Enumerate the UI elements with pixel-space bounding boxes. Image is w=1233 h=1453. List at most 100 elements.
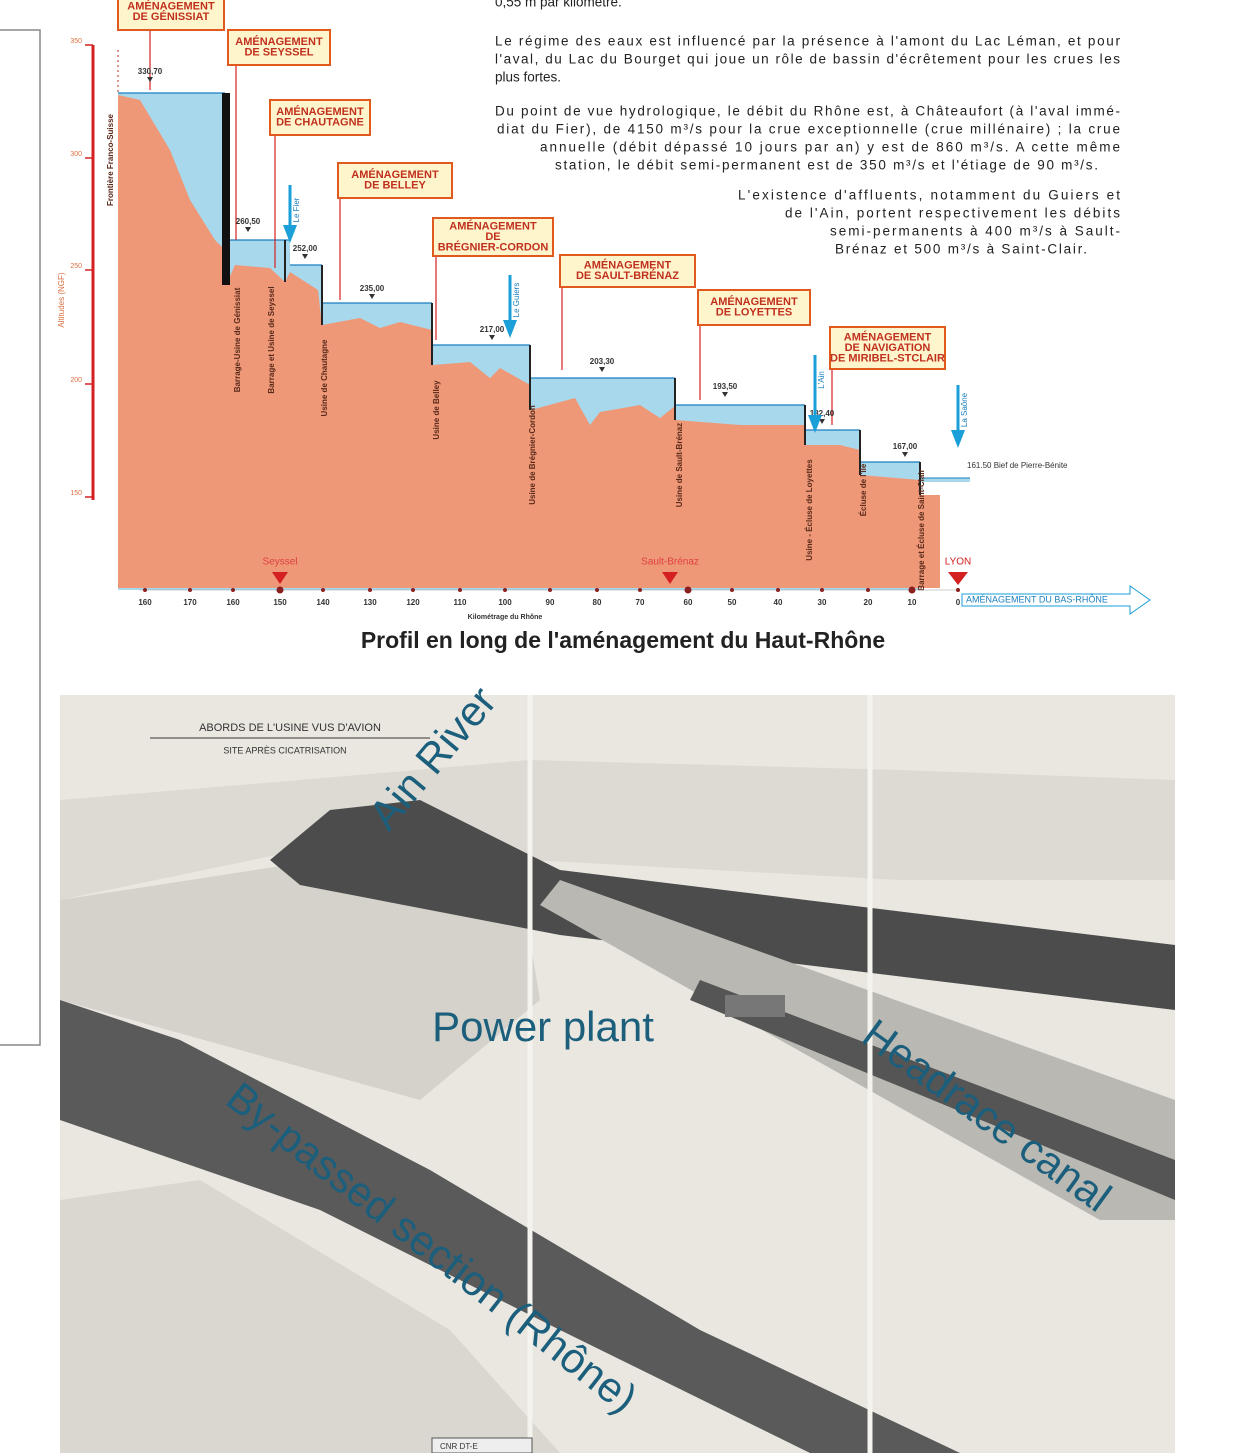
- canal-water: [690, 980, 1175, 1200]
- place-label: LYON: [945, 557, 972, 568]
- elevation-marker: [245, 227, 251, 232]
- box-text: DE CHAUTAGNE: [276, 117, 364, 129]
- box-text: AMÉNAGEMENT: [127, 0, 215, 13]
- side-panel-frame: [0, 29, 41, 1046]
- ground: [118, 95, 940, 588]
- km-dot: [776, 588, 780, 592]
- profile-title: Profil en long de l'aménagement du Haut-…: [361, 627, 885, 653]
- bypassed-river: [60, 1000, 960, 1453]
- paragraph-line: diat du Fier), de 4150 m³/s pour la crue…: [497, 122, 1120, 137]
- elevation-label: 217,00: [480, 325, 505, 334]
- elevation-marker: [819, 419, 825, 424]
- dam-label: Écluse de l'Ile: [859, 463, 868, 516]
- elevation-marker: [302, 254, 308, 259]
- box-text: AMÉNAGEMENT: [710, 295, 798, 308]
- km-dot: [458, 588, 462, 592]
- y-tick-label: 150: [70, 490, 82, 497]
- paragraph-line: Le régime des eaux est influencé par la …: [495, 34, 1121, 49]
- km-label: 130: [363, 598, 377, 607]
- box-text: AMÉNAGEMENT: [449, 219, 537, 232]
- dam-label: Usine - Écluse de Loyettes: [805, 459, 814, 561]
- paragraph-line: Du point de vue hydrologique, le débit d…: [495, 104, 1120, 119]
- text-block: 0,55 m par kilomètre. Le régime des eaux …: [495, 0, 1121, 257]
- tributary-label: Le Guiers: [512, 283, 521, 318]
- elevation-label: 235,00: [360, 284, 385, 293]
- water: [920, 478, 970, 482]
- km-dot: [956, 588, 960, 592]
- elevation-label: 193,50: [713, 382, 738, 391]
- paragraph-line: l'aval, du Lac du Bourget qui joue un rô…: [495, 52, 1120, 67]
- km-label: 120: [406, 598, 420, 607]
- box-text: DE SEYSSEL: [244, 47, 313, 59]
- km-dot: [730, 588, 734, 592]
- place-label: Sault-Brénaz: [641, 557, 699, 568]
- dam-label: Usine de Chautagne: [320, 339, 329, 416]
- km-label: 50: [728, 598, 737, 607]
- elevation-label: 330,70: [138, 67, 163, 76]
- km-dot: [595, 588, 599, 592]
- km-dot: [276, 586, 284, 594]
- elevation-marker: [599, 367, 605, 372]
- tributary-arrow: [808, 415, 822, 433]
- label-box: [432, 217, 554, 257]
- km-label: 40: [774, 598, 783, 607]
- elevation-label: 182,40: [810, 409, 835, 418]
- km-dot: [368, 588, 372, 592]
- tributary-label: Le Fier: [292, 197, 301, 222]
- km-label: 70: [636, 598, 645, 607]
- paragraph-line: Brénaz et 500 m³/s à Saint-Clair.: [835, 242, 1087, 257]
- paragraph-line: station, le débit semi-permanent est de …: [555, 158, 1098, 173]
- paragraph-line: semi-permanents à 400 m³/s à Sault-: [830, 224, 1120, 239]
- label-box: [697, 289, 811, 326]
- place-marker: [272, 572, 288, 584]
- dam-label: Barrage et Usine de Seyssel: [267, 286, 276, 393]
- place-marker: [948, 572, 968, 585]
- km-label: 140: [316, 598, 330, 607]
- elevation-marker: [722, 392, 728, 397]
- km-label: 100: [498, 598, 512, 607]
- box-text: AMÉNAGEMENT: [844, 330, 932, 343]
- pierre-benite-label: 161.50 Bief de Pierre-Bénite: [967, 461, 1068, 470]
- forest: [60, 860, 540, 1100]
- elevation-marker: [369, 294, 375, 299]
- downstream-label: AMÉNAGEMENT DU BAS-RHÔNE: [966, 594, 1108, 604]
- elevation-label: 167,00: [893, 442, 918, 451]
- paragraph-line: plus fortes.: [495, 70, 561, 85]
- label-box: [117, 0, 225, 31]
- annotation: Power plant: [432, 1003, 654, 1050]
- km-dot: [321, 588, 325, 592]
- km-dot: [684, 586, 692, 594]
- box-text: DE SAULT-BRÉNAZ: [576, 269, 679, 282]
- y-tick-label: 300: [70, 151, 82, 158]
- elevation-marker: [147, 77, 153, 82]
- km-label: 160: [138, 598, 152, 607]
- subcaption: SITE APRÈS CICATRISATION: [223, 745, 346, 755]
- km-dot: [820, 588, 824, 592]
- elevation-marker: [902, 452, 908, 457]
- km-dot: [143, 588, 147, 592]
- dam-label: Usine de Brégnier-Cordon: [528, 405, 537, 505]
- box-text: AMÉNAGEMENT: [276, 105, 364, 118]
- km-dot: [231, 588, 235, 592]
- tributary-arrow: [283, 225, 297, 243]
- box-text: AMÉNAGEMENT: [235, 35, 323, 48]
- stamp-box: [431, 1437, 533, 1453]
- dam-label: Usine de Belley: [432, 380, 441, 440]
- stamp: CNR DT-E: [440, 1442, 478, 1451]
- box-text: DE NAVIGATION: [845, 342, 931, 354]
- box-text: DE BELLEY: [364, 180, 426, 192]
- km-label: 30: [818, 598, 827, 607]
- km-label: 150: [273, 598, 287, 607]
- dam-label: Usine de Sault-Brénaz: [675, 423, 684, 507]
- label-box: [559, 254, 696, 288]
- downstream-arrow: [961, 585, 1151, 615]
- box-text: DE LOYETTES: [716, 307, 792, 319]
- km-dot: [548, 588, 552, 592]
- y-tick-label: 200: [70, 377, 82, 384]
- km-dot: [908, 586, 916, 594]
- km-dot: [866, 588, 870, 592]
- km-label: 0: [956, 598, 961, 607]
